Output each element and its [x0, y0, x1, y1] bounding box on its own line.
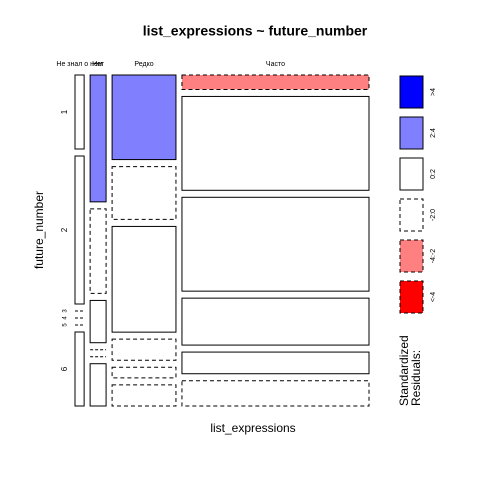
legend-swatch [399, 116, 424, 150]
legend-label: -4:-2 [430, 249, 437, 264]
row-label: 5 [63, 323, 69, 327]
legend-swatch [399, 75, 424, 109]
tile [111, 225, 177, 333]
tile [89, 299, 107, 344]
legend-swatch [399, 239, 424, 273]
tile [111, 338, 177, 361]
tile [89, 363, 107, 407]
column-label: Нет [92, 61, 105, 68]
legend-label: <-4 [430, 292, 437, 302]
tile [89, 74, 107, 203]
chart-title: list_expressions ~ future_number [143, 23, 368, 39]
tile [111, 166, 177, 220]
tile [181, 297, 370, 346]
tile [181, 95, 370, 191]
legend-title: Residuals: [409, 350, 423, 406]
row-label: 4 [63, 316, 69, 320]
tile [111, 384, 177, 407]
tile [89, 208, 107, 294]
row-label: 6 [60, 366, 69, 371]
tile [181, 196, 370, 292]
legend-swatch [399, 157, 424, 191]
tile [74, 155, 85, 305]
legend-label: 0:2 [430, 169, 437, 179]
tile [181, 351, 370, 375]
legend-label: >4 [430, 88, 437, 96]
legend-title: Standardized [397, 335, 411, 406]
tile [74, 74, 85, 150]
tile [181, 380, 370, 407]
tile [181, 74, 370, 90]
x-axis-label: list_expressions [210, 421, 295, 435]
legend-label: -2:0 [430, 209, 437, 221]
tile [74, 331, 85, 407]
tile [111, 74, 177, 161]
row-label: 2 [60, 227, 69, 232]
tile [111, 366, 177, 379]
legend-swatch [399, 280, 424, 314]
legend-swatch [399, 198, 424, 232]
row-label: 3 [63, 309, 69, 313]
column-label: Не знал о нем [56, 61, 102, 68]
row-label: 1 [60, 109, 69, 114]
column-label: Часто [266, 61, 285, 68]
y-axis-label: future_number [32, 191, 46, 269]
column-label: Редко [134, 61, 153, 68]
legend-label: 2:4 [430, 128, 437, 138]
